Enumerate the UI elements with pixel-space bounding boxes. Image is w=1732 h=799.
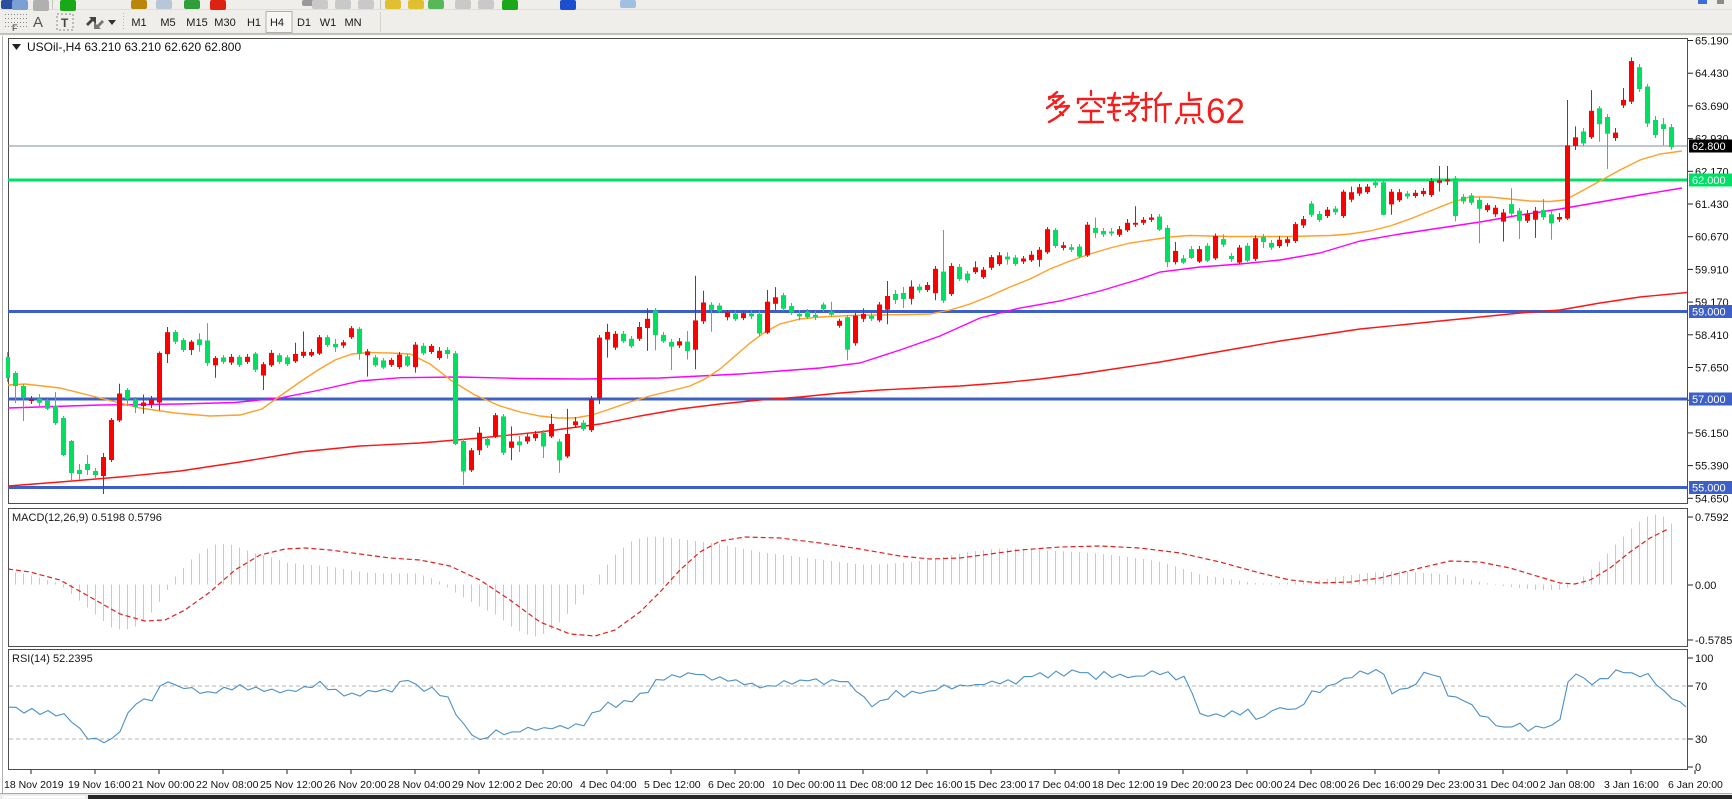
svg-text:55.000: 55.000 [1692, 483, 1726, 495]
svg-text:58.410: 58.410 [1695, 330, 1729, 342]
svg-text:54.650: 54.650 [1695, 493, 1729, 505]
svg-text:M30: M30 [214, 17, 235, 29]
svg-text:62.800: 62.800 [1692, 141, 1726, 153]
svg-text:0.7592: 0.7592 [1695, 512, 1729, 524]
svg-text:70: 70 [1695, 681, 1707, 693]
svg-text:29 Dec 23:00: 29 Dec 23:00 [1412, 779, 1475, 791]
svg-text:24 Dec 08:00: 24 Dec 08:00 [1284, 779, 1347, 791]
svg-text:62: 62 [1206, 92, 1245, 131]
svg-text:26 Nov 20:00: 26 Nov 20:00 [324, 779, 387, 791]
svg-text:RSI(14) 52.2395: RSI(14) 52.2395 [12, 653, 93, 665]
svg-text:0.00: 0.00 [1695, 580, 1716, 592]
svg-text:M5: M5 [160, 17, 175, 29]
svg-text:65.190: 65.190 [1695, 36, 1729, 48]
svg-text:28 Nov 04:00: 28 Nov 04:00 [388, 779, 451, 791]
svg-text:H1: H1 [247, 17, 261, 29]
svg-text:A: A [33, 14, 43, 31]
svg-text:55.390: 55.390 [1695, 461, 1729, 473]
svg-text:5 Dec 12:00: 5 Dec 12:00 [644, 779, 701, 791]
svg-text:M1: M1 [131, 17, 146, 29]
svg-text:10 Dec 00:00: 10 Dec 00:00 [772, 779, 835, 791]
svg-text:29 Nov 12:00: 29 Nov 12:00 [452, 779, 515, 791]
svg-text:100: 100 [1695, 653, 1713, 665]
svg-text:18 Dec 12:00: 18 Dec 12:00 [1092, 779, 1155, 791]
svg-text:19 Nov 16:00: 19 Nov 16:00 [68, 779, 131, 791]
svg-text:18 Nov 2019: 18 Nov 2019 [4, 779, 64, 791]
svg-text:4 Dec 04:00: 4 Dec 04:00 [580, 779, 637, 791]
svg-text:12 Dec 16:00: 12 Dec 16:00 [900, 779, 963, 791]
svg-text:D1: D1 [297, 17, 311, 29]
svg-text:2 Jan 08:00: 2 Jan 08:00 [1540, 779, 1595, 791]
svg-text:6 Dec 20:00: 6 Dec 20:00 [708, 779, 765, 791]
svg-text:60.670: 60.670 [1695, 232, 1729, 244]
svg-text:21 Nov 00:00: 21 Nov 00:00 [132, 779, 195, 791]
svg-text:-0.5785: -0.5785 [1695, 635, 1732, 647]
svg-text:22 Nov 08:00: 22 Nov 08:00 [196, 779, 259, 791]
svg-text:0: 0 [1695, 762, 1701, 774]
svg-text:2 Dec 20:00: 2 Dec 20:00 [516, 779, 573, 791]
svg-text:F: F [12, 23, 18, 33]
svg-text:17 Dec 04:00: 17 Dec 04:00 [1028, 779, 1091, 791]
svg-text:59.910: 59.910 [1695, 264, 1729, 276]
svg-text:H4: H4 [270, 17, 284, 29]
svg-text:15 Dec 23:00: 15 Dec 23:00 [964, 779, 1027, 791]
svg-text:30: 30 [1695, 734, 1707, 746]
svg-text:11 Dec 08:00: 11 Dec 08:00 [836, 779, 898, 791]
svg-text:59.000: 59.000 [1692, 307, 1726, 319]
svg-text:61.430: 61.430 [1695, 199, 1729, 211]
svg-text:23 Dec 00:00: 23 Dec 00:00 [1220, 779, 1283, 791]
svg-text:W1: W1 [320, 17, 337, 29]
svg-text:56.150: 56.150 [1695, 428, 1729, 440]
svg-text:62.000: 62.000 [1692, 175, 1726, 187]
svg-text:26 Dec 16:00: 26 Dec 16:00 [1348, 779, 1411, 791]
svg-text:MACD(12,26,9) 0.5198 0.5796: MACD(12,26,9) 0.5198 0.5796 [12, 512, 162, 524]
svg-text:31 Dec 04:00: 31 Dec 04:00 [1476, 779, 1539, 791]
svg-text:USOil-,H4 63.210 63.210 62.62: USOil-,H4 63.210 63.210 62.620 62.800 [27, 40, 241, 54]
svg-text:63.690: 63.690 [1695, 101, 1729, 113]
svg-text:MN: MN [344, 17, 361, 29]
svg-text:M15: M15 [186, 17, 207, 29]
svg-text:64.430: 64.430 [1695, 68, 1729, 80]
svg-text:25 Nov 12:00: 25 Nov 12:00 [260, 779, 323, 791]
svg-text:57.000: 57.000 [1692, 394, 1726, 406]
svg-text:6 Jan 20:00: 6 Jan 20:00 [1668, 779, 1723, 791]
svg-text:T: T [61, 16, 69, 30]
svg-text:19 Dec 20:00: 19 Dec 20:00 [1156, 779, 1219, 791]
svg-text:3 Jan 16:00: 3 Jan 16:00 [1604, 779, 1659, 791]
svg-text:57.650: 57.650 [1695, 363, 1729, 375]
